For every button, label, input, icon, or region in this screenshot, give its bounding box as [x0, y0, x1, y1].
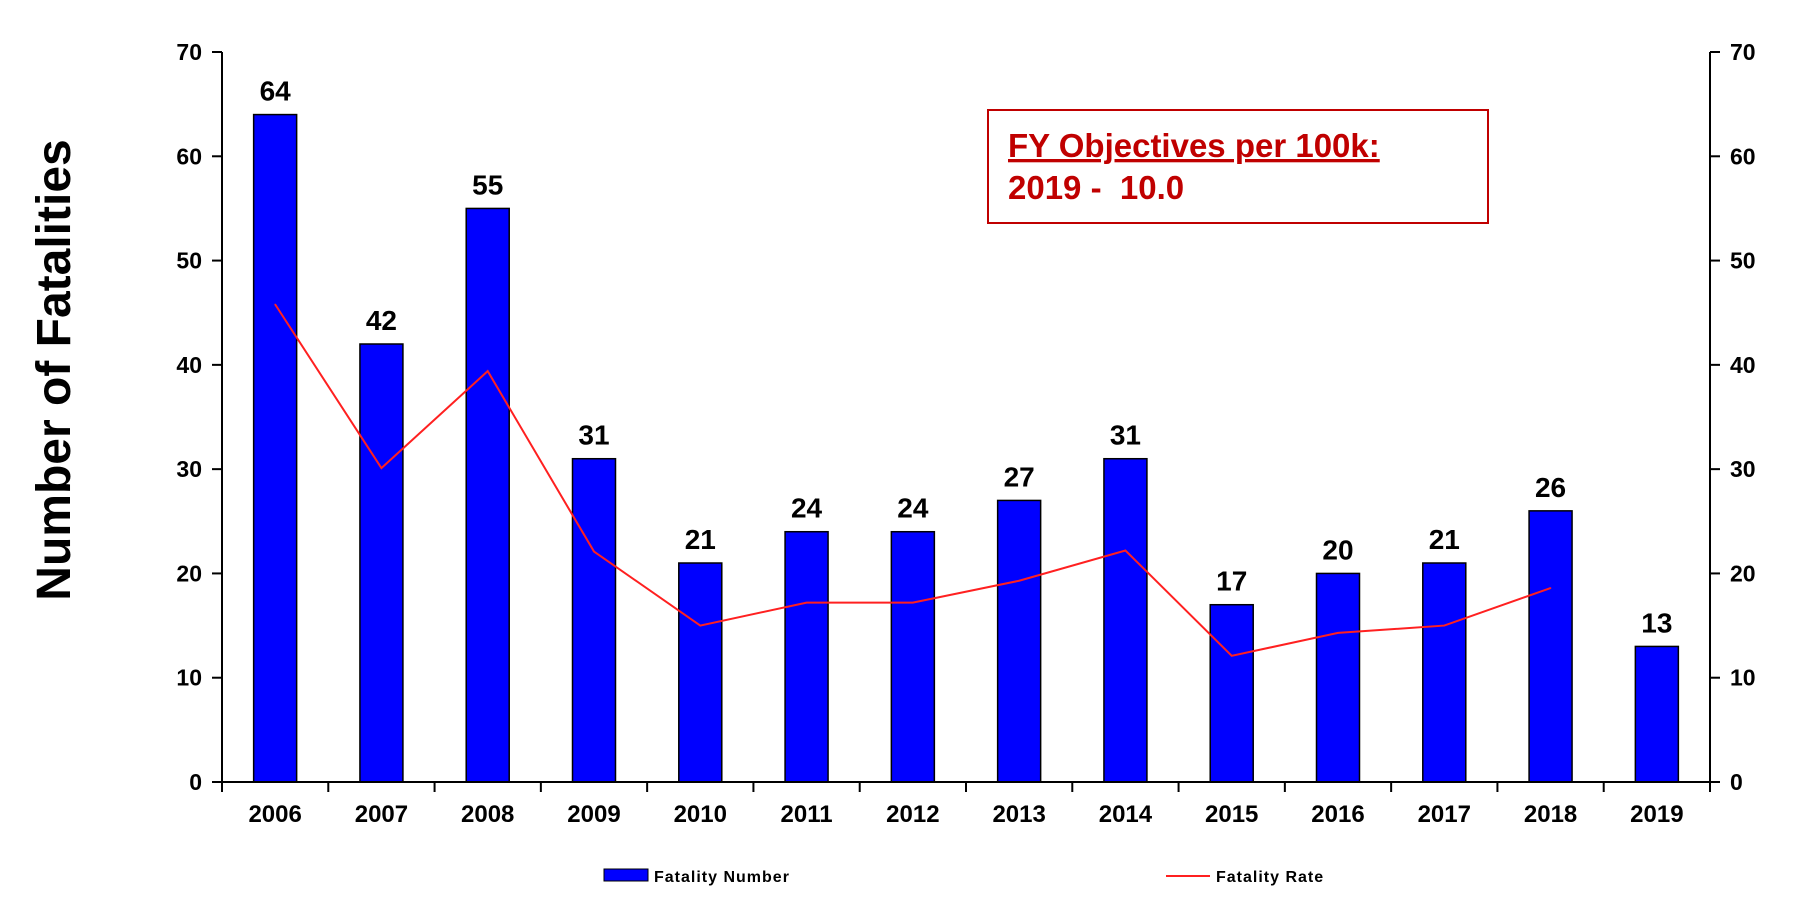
rate-point-2007	[380, 467, 383, 469]
left-y-tick-label: 40	[176, 352, 202, 378]
objectives-title: FY Objectives per 100k:	[1008, 127, 1380, 164]
left-y-ticks: 0 10 20 30 40 50 60 70	[176, 39, 223, 795]
right-y-tick-label: 0	[1730, 769, 1743, 795]
right-y-tick-label: 30	[1730, 456, 1756, 482]
bar-2006	[252, 113, 298, 783]
left-y-tick-label: 70	[176, 39, 202, 65]
x-tick-label-2014: 2014	[1099, 801, 1153, 828]
legend-item-fatality-rate: Fatality Rate	[1166, 869, 1324, 886]
legend-label-fatality-rate: Fatality Rate	[1216, 869, 1324, 886]
x-tick-label-2018: 2018	[1524, 801, 1577, 828]
x-axis	[221, 781, 1711, 792]
data-label-2016: 20	[1322, 534, 1353, 565]
x-tick-label-2019: 2019	[1630, 801, 1683, 828]
rate-point-2016	[1337, 632, 1339, 634]
rate-point-2015	[1230, 655, 1233, 657]
x-tick-label-2006: 2006	[248, 801, 301, 828]
objectives-value: 2019 - 10.0	[1008, 169, 1184, 206]
y-axis-label: Number of Fatalities	[28, 139, 81, 600]
rate-line-series	[274, 303, 1552, 657]
rate-point-2008	[486, 370, 489, 372]
data-label-2014: 31	[1110, 420, 1141, 451]
left-y-tick-label: 60	[176, 143, 202, 169]
left-y-tick-label: 10	[176, 665, 202, 691]
data-label-2007: 42	[366, 305, 397, 336]
bar-2008	[465, 207, 510, 783]
bar-2016	[1315, 572, 1361, 783]
data-label-2019: 13	[1641, 607, 1672, 638]
data-label-2018: 26	[1535, 472, 1566, 503]
legend-item-fatality-number: Fatality Number	[603, 868, 790, 886]
bar-2007	[359, 343, 404, 783]
bar-2017	[1422, 562, 1467, 783]
x-tick-label-2009: 2009	[567, 801, 620, 828]
x-tick-label-2012: 2012	[886, 801, 939, 828]
bar-2010	[678, 562, 723, 783]
rate-point-2011	[805, 601, 808, 604]
legend-label-fatality-number: Fatality Number	[654, 869, 790, 886]
right-y-tick-label: 20	[1730, 560, 1756, 586]
bar-2009	[571, 457, 617, 783]
bar-2019	[1634, 645, 1680, 783]
right-y-ticks: 0 10 20 30 40 50 60 70	[1709, 39, 1756, 795]
objectives-annotation: FY Objectives per 100k: 2019 - 10.0	[987, 109, 1489, 224]
rate-point-2012	[912, 601, 914, 604]
rate-point-2009	[593, 550, 595, 553]
x-tick-label-2015: 2015	[1205, 801, 1258, 828]
legend-swatch-bar	[603, 868, 649, 882]
right-y-tick-label: 70	[1730, 39, 1756, 65]
data-label-2011: 24	[791, 493, 823, 524]
right-y-tick-label: 40	[1730, 352, 1756, 378]
data-label-2009: 31	[578, 420, 609, 451]
bar-2018	[1528, 510, 1573, 783]
bar-data-labels: 64 42 55 31 21 24 24 27 31 17 20 21 26 13	[260, 76, 1673, 639]
bar-series	[252, 113, 1680, 783]
rate-point-2010	[699, 624, 702, 627]
rate-point-2014	[1124, 549, 1127, 552]
right-y-tick-label: 60	[1730, 143, 1756, 169]
data-label-2013: 27	[1004, 461, 1035, 492]
left-y-tick-label: 0	[189, 769, 202, 795]
x-tick-label-2011: 2011	[781, 801, 833, 828]
x-tick-label-2007: 2007	[355, 801, 408, 828]
legend: Fatality Number Fatality Rate	[603, 868, 1324, 886]
x-tick-label-2013: 2013	[992, 801, 1045, 828]
objectives-box	[987, 109, 1489, 224]
data-label-2015: 17	[1216, 566, 1247, 597]
bar-2015	[1209, 603, 1254, 783]
x-tick-labels: 2006 2007 2008 2009 2010 2011 2012 2013 2014 2015…	[248, 801, 1683, 828]
data-label-2008: 55	[472, 169, 503, 200]
bar-2012	[890, 530, 936, 783]
rate-point-2017	[1443, 624, 1446, 627]
data-label-2010: 21	[685, 524, 716, 555]
rate-point-2006	[274, 303, 276, 306]
x-tick-label-2016: 2016	[1311, 801, 1364, 828]
bar-2013	[996, 499, 1042, 783]
rate-point-2018	[1549, 587, 1552, 589]
right-y-tick-label: 10	[1730, 665, 1756, 691]
bar-2014	[1103, 457, 1148, 783]
y-axis-label-group: Number of Fatalities	[28, 139, 81, 600]
data-label-2017: 21	[1429, 524, 1460, 555]
x-tick-label-2010: 2010	[674, 801, 727, 828]
data-label-2006: 64	[260, 76, 292, 107]
x-tick-label-2017: 2017	[1418, 801, 1471, 828]
left-y-tick-label: 50	[176, 248, 202, 274]
x-tick-label-2008: 2008	[461, 801, 514, 828]
data-label-2012: 24	[897, 493, 929, 524]
rate-point-2013	[1018, 579, 1020, 582]
right-y-tick-label: 50	[1730, 248, 1756, 274]
bar-2011	[784, 530, 829, 783]
left-y-tick-label: 20	[176, 560, 202, 586]
left-y-tick-label: 30	[176, 456, 202, 482]
